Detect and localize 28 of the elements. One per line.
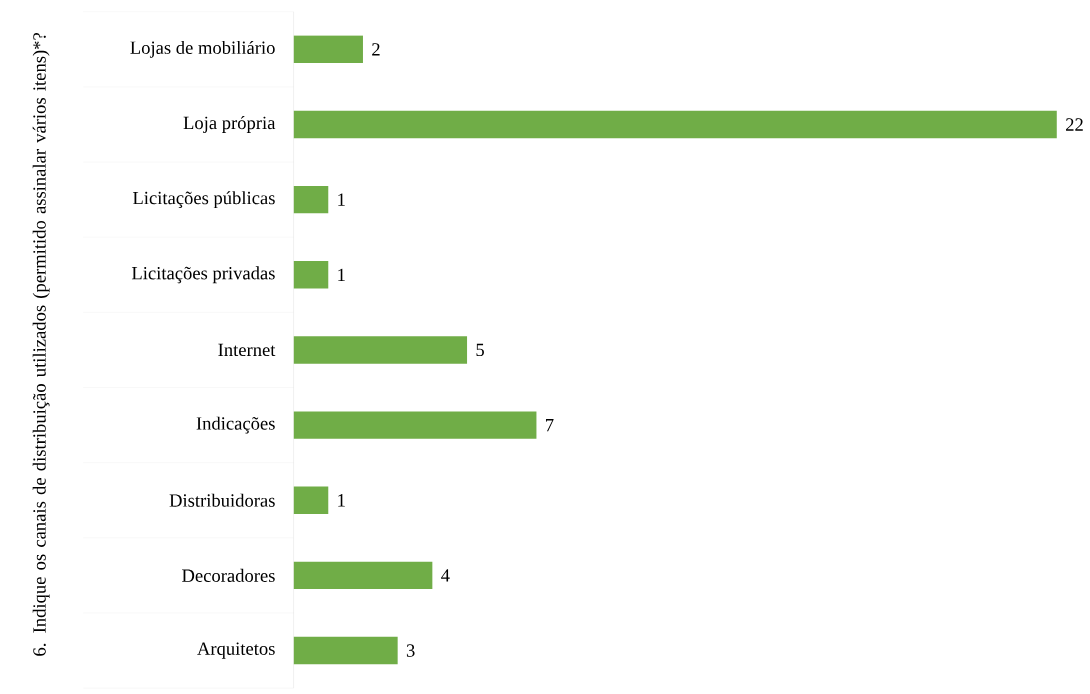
data-label: 22 [1066,118,1083,131]
data-label: 2 [372,43,380,56]
bar [293,35,363,63]
data-label: 3 [406,644,415,657]
y-tick-label: Decoradores [182,568,275,582]
y-tick-label: Licitações privadas [131,266,275,284]
y-tick-label: Distribuidoras [169,493,275,507]
y-tick-label: Licitações públicas [132,191,275,208]
data-label: 1 [338,493,345,507]
bar [293,110,1057,139]
bar [293,636,398,665]
bar [293,185,329,214]
data-label: 7 [546,418,554,432]
bar [293,336,468,364]
bar [293,561,433,589]
bar [293,260,329,289]
bar [293,411,537,439]
y-tick-label: Internet [218,343,276,356]
data-label: 5 [476,343,484,356]
bar [293,486,329,514]
data-label: 4 [441,569,450,582]
y-tick-label: Loja própria [183,115,276,133]
y-tick-label: Arquitetos [197,642,275,659]
y-tick-label: Lojas de mobiliário [130,40,275,58]
data-label: 1 [338,268,345,281]
y-tick-label: Indicações [196,416,275,434]
y-axis-title: 6. Indique os canais de distribuição utilizados (permitido assinalar vários itens)*? [32,32,50,656]
data-label: 1 [338,193,345,206]
